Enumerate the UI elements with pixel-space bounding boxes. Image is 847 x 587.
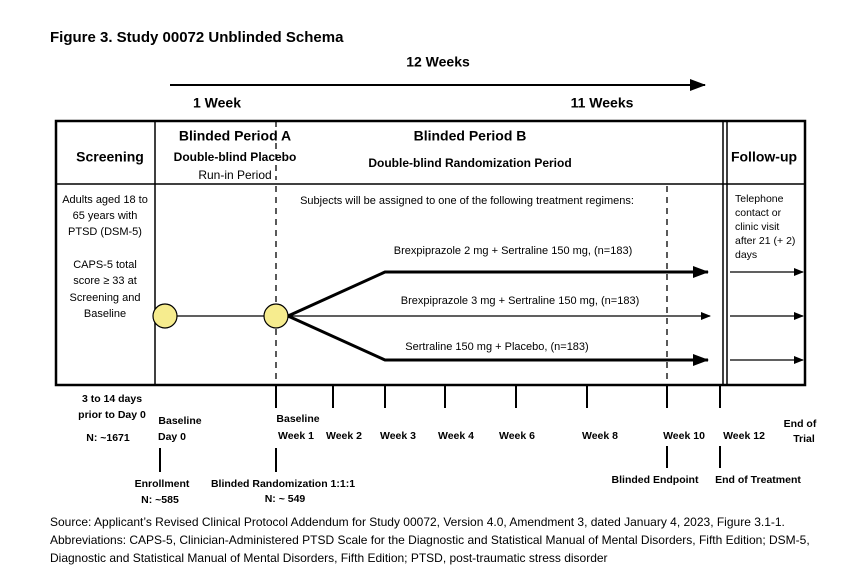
- timepoint: prior to Day 0: [78, 409, 146, 421]
- column-subheader: Double-blind Randomization Period: [368, 156, 571, 170]
- week-label: Week 2: [326, 430, 362, 442]
- milestone: N: ~ 549: [265, 493, 306, 505]
- criteria-line: score ≥ 33 at: [73, 275, 137, 287]
- timepoint: Baseline: [276, 413, 319, 425]
- column-subheader: Double-blind Placebo: [174, 150, 297, 164]
- criteria-line: CAPS-5 total: [73, 259, 137, 271]
- footnote: Source: Applicant’s Revised Clinical Pro…: [50, 515, 785, 529]
- week-label: Week 10: [663, 430, 705, 442]
- milestone: Blinded Endpoint: [612, 474, 699, 486]
- timepoint: Week 1: [278, 430, 314, 442]
- figure-title: Figure 3. Study 00072 Unblinded Schema: [50, 29, 344, 46]
- regimen: Sertraline 150 mg + Placebo, (n=183): [405, 341, 588, 353]
- timepoint: End of: [784, 418, 817, 430]
- week-label: Week 8: [582, 430, 618, 442]
- criteria-line: Adults aged 18 to: [62, 194, 148, 206]
- milestone: End of Treatment: [715, 474, 801, 486]
- timepoint: Baseline: [158, 415, 201, 427]
- timepoint: N: ~1671: [86, 432, 130, 444]
- column-header: Blinded Period B: [414, 128, 527, 144]
- duration-label: 12 Weeks: [406, 54, 470, 70]
- frame: [54, 79, 807, 472]
- criteria-line: PTSD (DSM-5): [68, 226, 142, 238]
- regimen: Brexpiprazole 3 mg + Sertraline 150 mg, …: [401, 295, 639, 307]
- column-header: Blinded Period A: [179, 128, 291, 144]
- duration-label: 1 Week: [193, 95, 241, 111]
- footnote: Abbreviations: CAPS-5, Clinician-Adminis…: [50, 533, 810, 547]
- duration-label: 11 Weeks: [571, 95, 634, 111]
- week-label: Week 6: [499, 430, 535, 442]
- timepoint: Day 0: [158, 431, 186, 443]
- week-label: Week 12: [723, 430, 765, 442]
- column-header: Screening: [76, 149, 144, 165]
- timepoint: 3 to 14 days: [82, 393, 142, 405]
- follow-up-note: days: [735, 249, 757, 261]
- column-header: Follow-up: [731, 149, 797, 165]
- milestone: Blinded Randomization 1:1:1: [211, 478, 355, 490]
- week-label: Week 4: [438, 430, 474, 442]
- timepoint: Trial: [793, 433, 815, 445]
- criteria-line: 65 years with: [73, 210, 138, 222]
- footnote: Diagnostic and Statistical Manual of Men…: [50, 551, 608, 565]
- follow-up-note: after 21 (+ 2): [735, 235, 795, 247]
- regimen: Brexpiprazole 2 mg + Sertraline 150 mg, …: [394, 245, 632, 257]
- milestone: N: ~585: [141, 494, 179, 506]
- follow-up-note: contact or: [735, 207, 782, 219]
- assignment-note: Subjects will be assigned to one of the …: [300, 195, 634, 207]
- week-label: Week 3: [380, 430, 416, 442]
- criteria-line: Screening and: [70, 292, 141, 304]
- criteria-line: Baseline: [84, 308, 126, 320]
- column-subheader: Run-in Period: [198, 168, 271, 182]
- follow-up-note: Telephone: [735, 193, 784, 205]
- follow-up-note: clinic visit: [735, 221, 779, 233]
- milestone: Enrollment: [135, 478, 190, 490]
